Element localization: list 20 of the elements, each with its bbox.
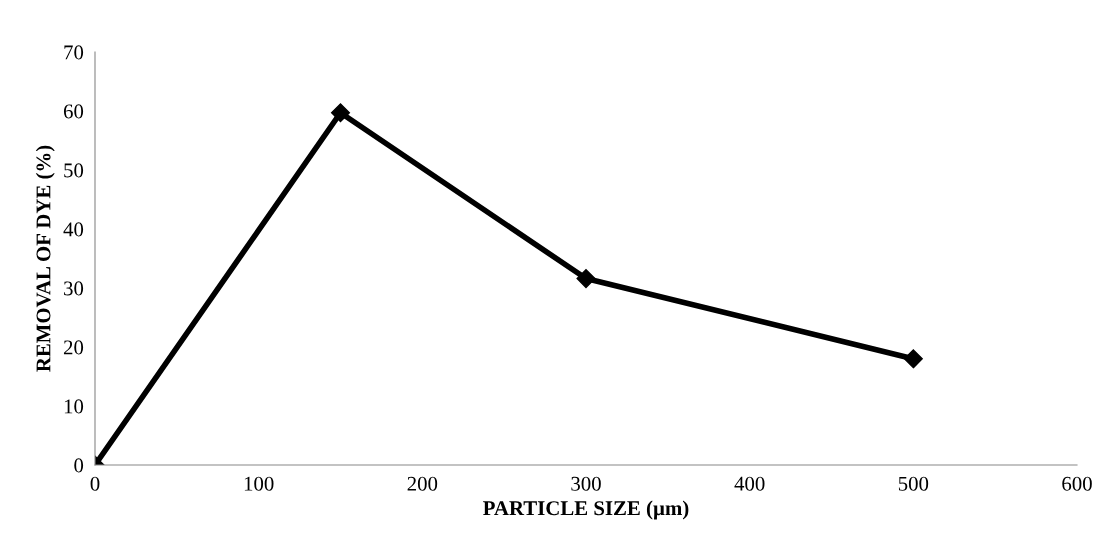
x-tick-label: 600 — [1062, 476, 1092, 491]
y-tick-label: 0 — [74, 458, 84, 473]
x-axis-title: PARTICLE SIZE (µm) — [483, 500, 689, 520]
y-tick-label: 40 — [63, 222, 84, 237]
point — [330, 103, 351, 123]
y-tick-label: 70 — [64, 45, 84, 60]
point — [903, 349, 923, 369]
y-tick-label: 10 — [64, 399, 84, 414]
x-tick-label: 0 — [90, 476, 100, 491]
x-tick-label: 300 — [571, 476, 601, 491]
y-tick-label: 20 — [63, 340, 84, 355]
y-tick-label: 30 — [64, 281, 84, 296]
x-tick-label: 200 — [407, 476, 438, 491]
x-tick-label: 400 — [734, 476, 765, 491]
y-tick-label: 50 — [64, 163, 84, 178]
x-tick-label: 500 — [898, 476, 929, 491]
y-axis-title: REMOVAL OF DYE (%) — [35, 145, 55, 372]
point — [576, 269, 596, 289]
y-tick-label: 60 — [63, 104, 84, 119]
x-tick-label: 100 — [244, 476, 274, 491]
